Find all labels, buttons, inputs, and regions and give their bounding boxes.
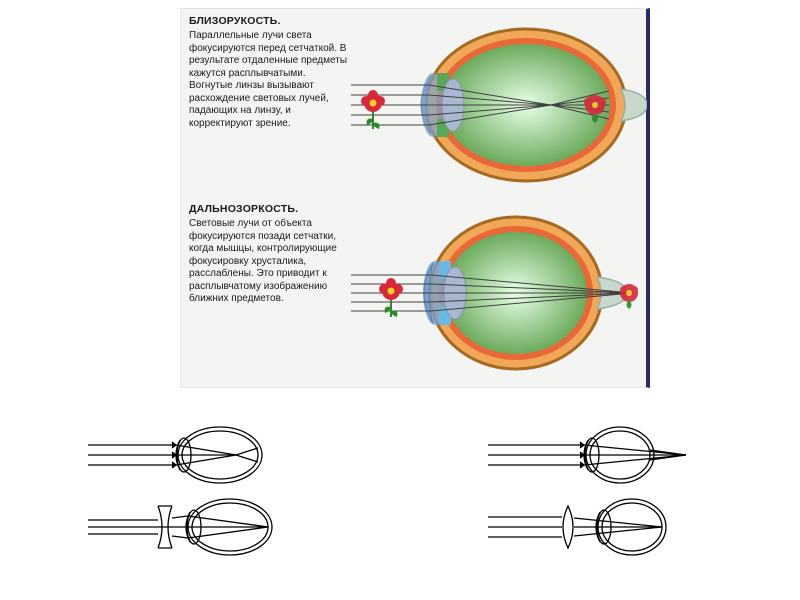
vision-defects-card: БЛИЗОРУКОСТЬ. Параллельные лучи света фо… [180,8,650,388]
hyperopia-schematic [480,420,710,565]
hyperopia-text: ДАЛЬНОЗОРКОСТЬ. Световые лучи от объекта… [189,203,349,306]
myopia-text: БЛИЗОРУКОСТЬ. Параллельные лучи света фо… [189,15,349,130]
hyperopia-title: ДАЛЬНОЗОРКОСТЬ. [189,203,349,216]
hyperopia-section: ДАЛЬНОЗОРКОСТЬ. Световые лучи от объекта… [181,201,646,389]
myopia-schematic [80,420,290,565]
myopia-eye-diagram [351,13,647,199]
myopia-body: Параллельные лучи света фокусируются пер… [189,30,349,130]
hyperopia-body: Световые лучи от объекта фокусируются по… [189,218,349,306]
object-flower-icon [361,90,385,129]
hyperopia-eye-diagram [351,201,647,387]
myopia-title: БЛИЗОРУКОСТЬ. [189,15,349,28]
image-flower-icon [620,284,638,309]
bottom-schematics [0,420,800,590]
myopia-section: БЛИЗОРУКОСТЬ. Параллельные лучи света фо… [181,9,646,199]
